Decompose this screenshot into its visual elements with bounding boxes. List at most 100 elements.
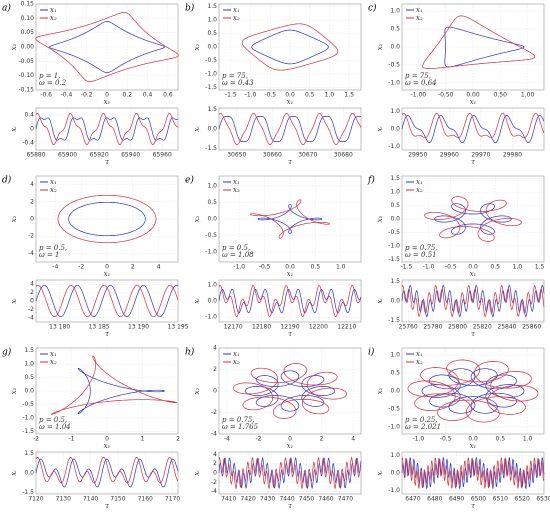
- x-tick-label: 13 185: [89, 324, 110, 331]
- y-tick-label: 0.4: [24, 112, 34, 119]
- x-tick-label: 25760: [399, 324, 418, 331]
- y-tick-label: -4: [211, 431, 217, 438]
- x-tick-label: 4: [157, 264, 161, 271]
- y-tick-label: 0.0: [390, 388, 400, 395]
- x-tick-label: 0: [105, 264, 109, 271]
- x-tick-label: 30670: [298, 152, 317, 159]
- legend-label: x₁: [416, 350, 423, 358]
- trajectory: [49, 21, 165, 73]
- y-axis-label: xᵢ: [376, 470, 384, 476]
- parameter: p = 75,: [222, 72, 248, 80]
- x-tick-label: 0.5: [311, 264, 321, 271]
- x-tick-label: 25800: [448, 324, 467, 331]
- y-tick-label: -1.0: [205, 249, 217, 256]
- x-axis-label: τ: [288, 502, 292, 510]
- y-tick-label: -1.0: [205, 70, 217, 77]
- y-tick-label: 1.5: [24, 347, 34, 354]
- plot-frame: [35, 3, 179, 91]
- x-tick-label: 0.0: [285, 264, 295, 271]
- panel-label: g): [2, 347, 12, 358]
- y-tick-label: 2: [30, 289, 34, 296]
- y-tick-label: 0: [213, 470, 217, 477]
- x-tick-label: -1.5: [225, 92, 237, 99]
- legend-label: x₂: [233, 14, 240, 22]
- y-tick-label: 1.5: [24, 450, 34, 457]
- trajectory: [421, 368, 525, 414]
- x-tick-label: -0.50: [438, 92, 454, 99]
- x-tick-label: 1.0: [336, 264, 346, 271]
- x-tick-label: 13 195: [168, 324, 189, 331]
- parameter: ω = 0.51: [405, 251, 437, 259]
- parameter: p = 0.25,: [405, 416, 438, 424]
- y-tick-label: -1.5: [205, 84, 217, 91]
- x-tick-label: -0.5: [264, 92, 276, 99]
- x-tick-label: 30650: [227, 152, 246, 159]
- y-tick-label: 0.0: [207, 216, 217, 223]
- y-axis-label: x₂: [10, 43, 18, 50]
- x-axis-label: x₁: [104, 270, 111, 278]
- x-tick-label: -4: [224, 436, 230, 443]
- parameter: p = 1,: [39, 72, 60, 80]
- x-tick-label: 7430: [260, 496, 275, 503]
- x-axis-label: x₁: [470, 442, 477, 450]
- plot-frame: [218, 175, 362, 263]
- y-tick-label: 1.5: [390, 278, 400, 285]
- y-tick-label: -1.0: [388, 242, 400, 249]
- x-tick-label: -2: [33, 436, 39, 443]
- parameter: ω = 2.021: [405, 423, 441, 431]
- x-tick-label: 12170: [224, 324, 243, 331]
- x-tick-label: 0.0: [468, 436, 478, 443]
- plot-frame: [401, 175, 545, 263]
- x-tick-label: 6490: [449, 496, 464, 503]
- time-series: [218, 456, 362, 490]
- y-tick-label: 0.0: [390, 298, 400, 305]
- trajectory: [257, 204, 323, 234]
- parameter: p = 0.5,: [39, 416, 67, 424]
- x-tick-label: 1.5: [535, 264, 545, 271]
- y-tick-label: -1.0: [388, 487, 400, 494]
- x-tick-label: 7460: [318, 496, 333, 503]
- y-tick-label: -0.5: [388, 61, 400, 68]
- x-tick-label: -1.0: [245, 92, 257, 99]
- x-tick-label: 12210: [337, 324, 356, 331]
- x-tick-label: 6510: [493, 496, 508, 503]
- y-tick-label: 0.0: [390, 44, 400, 51]
- legend-label: x₂: [50, 14, 57, 22]
- trajectory: [422, 15, 536, 69]
- y-tick-label: -1.5: [388, 317, 400, 324]
- legend-label: x₂: [50, 358, 57, 366]
- y-axis-label: xᵢ: [10, 126, 18, 132]
- x-axis-label: x₁: [470, 98, 477, 106]
- panel-label: f): [367, 175, 375, 186]
- plot-frame: [401, 3, 545, 91]
- x-tick-label: 12180: [252, 324, 271, 331]
- y-tick-label: 1.0: [390, 189, 400, 196]
- x-tick-label: 25780: [423, 324, 442, 331]
- x-tick-label: 1.5: [344, 92, 354, 99]
- panel-label: e): [185, 175, 194, 186]
- x-tick-label: 65960: [153, 152, 172, 159]
- x-tick-label: 65900: [58, 152, 77, 159]
- x-tick-label: 0: [288, 436, 292, 443]
- panel-label: a): [2, 3, 11, 14]
- y-tick-label: 0: [30, 126, 34, 133]
- y-axis-label: x₂: [193, 387, 201, 394]
- y-tick-label: 1.0: [24, 361, 34, 368]
- x-tick-label: 1.00: [521, 92, 535, 99]
- y-axis-label: xᵢ: [193, 298, 201, 304]
- time-series: [35, 284, 179, 318]
- x-tick-label: 12200: [309, 324, 328, 331]
- x-tick-label: 6520: [515, 496, 530, 503]
- trajectory: [251, 29, 329, 65]
- plot-frame: [218, 3, 362, 91]
- y-tick-label: -1.0: [388, 79, 400, 86]
- x-axis-label: x₁: [470, 270, 477, 278]
- x-tick-label: 30660: [263, 152, 282, 159]
- y-tick-label: 0.0: [390, 126, 400, 133]
- legend-label: x₂: [416, 14, 423, 22]
- trajectory: [232, 363, 348, 419]
- y-axis-label: x₂: [376, 215, 384, 222]
- trajectory: [244, 370, 336, 412]
- x-tick-label: 7410: [221, 496, 236, 503]
- y-axis-label: xᵢ: [10, 298, 18, 304]
